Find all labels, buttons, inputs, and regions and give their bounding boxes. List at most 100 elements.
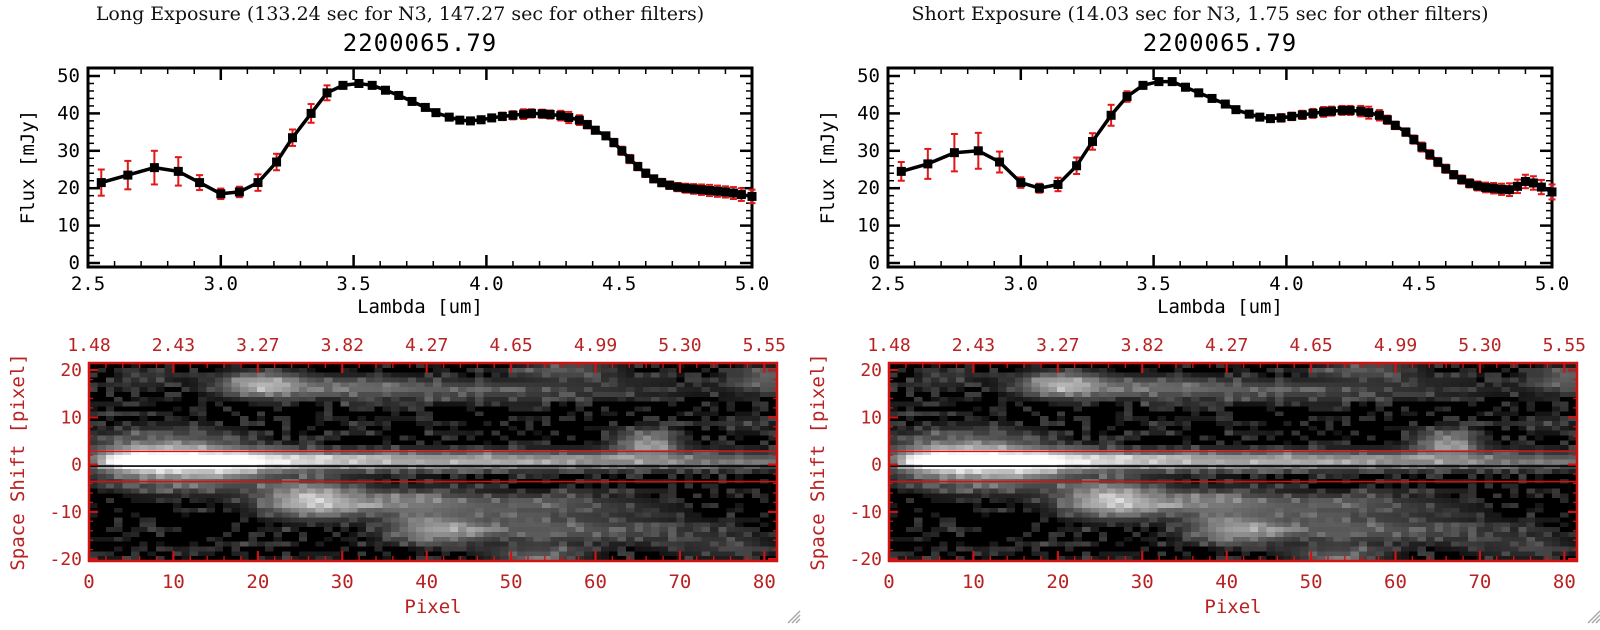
data-point-marker: [465, 116, 475, 126]
x-tick-label: 2.5: [871, 273, 905, 295]
axes-frame: [886, 66, 1554, 269]
data-point-marker: [1180, 82, 1190, 92]
image-frame: [887, 361, 1579, 563]
data-point-marker: [487, 113, 497, 123]
data-point-marker: [407, 96, 417, 106]
x-tick-label: 4.0: [1269, 273, 1303, 295]
pixel-tick-label: 60: [584, 571, 607, 593]
data-point-marker: [1207, 93, 1217, 103]
data-point-marker: [728, 188, 738, 198]
spectrum-group: 2.5 3.0 3.5 4.0 4.5 5.0 0 10 20 30 40 50: [857, 65, 1569, 295]
data-point-marker: [1308, 108, 1318, 118]
data-point-marker: [633, 162, 643, 172]
data-point-marker: [354, 78, 364, 88]
data-point-marker: [1244, 109, 1254, 119]
data-point-marker: [1536, 182, 1546, 192]
space-shift-tick-label: 20: [860, 360, 882, 381]
data-point-marker: [1425, 150, 1435, 160]
data-point-marker: [556, 111, 566, 121]
lambda-axis-label-short: Lambda [um]: [1157, 296, 1283, 318]
data-point-marker: [367, 80, 377, 90]
wavelength-tick-label: 5.30: [658, 335, 701, 356]
data-point-marker: [455, 115, 465, 125]
pixel-tick-label: 20: [1046, 571, 1069, 593]
data-point-marker: [1520, 176, 1530, 186]
wavelength-tick-label: 4.99: [1374, 335, 1417, 356]
data-point-marker: [1088, 136, 1098, 146]
data-point-marker: [380, 85, 390, 95]
y-tick-label: 50: [857, 65, 880, 87]
data-point-marker: [1106, 110, 1116, 120]
data-point-marker: [1512, 181, 1522, 191]
data-point-marker: [1034, 183, 1044, 193]
data-point-marker: [537, 109, 547, 119]
data-point-marker: [253, 178, 263, 188]
pixel-tick-label: 0: [83, 571, 94, 593]
resize-grip-icon[interactable]: [1586, 607, 1600, 625]
data-point-marker: [1417, 142, 1427, 152]
data-point-marker: [747, 191, 757, 201]
data-point-marker: [681, 183, 691, 193]
wavelength-tick-label: 4.27: [1205, 335, 1248, 356]
x-tick-label: 3.5: [1136, 273, 1170, 295]
space-shift-tick-label: 20: [60, 360, 82, 381]
data-point-marker: [1167, 77, 1177, 87]
x-tick-label: 5.0: [735, 273, 769, 295]
wavelength-tick-label: 2.43: [152, 335, 195, 356]
data-point-marker: [896, 166, 906, 176]
pixel-tick-label: 30: [1131, 571, 1154, 593]
pixel-tick-label: 60: [1384, 571, 1407, 593]
data-point-marker: [288, 133, 298, 143]
space-shift-axis-label-short: Space Shift [pixel]: [807, 353, 829, 571]
data-point-marker: [1374, 110, 1384, 120]
data-point-marker: [609, 138, 619, 148]
data-point-marker: [545, 110, 555, 120]
data-point-marker: [1433, 157, 1443, 167]
suptitle-short: Short Exposure (14.03 sec for N3, 1.75 s…: [911, 3, 1489, 25]
data-point-marker: [1345, 105, 1355, 115]
space-shift-tick-label: -10: [49, 502, 82, 523]
y-tick-label: 20: [57, 177, 80, 199]
pixel-tick-label: 80: [1553, 571, 1576, 593]
spectrum-plot-short: 2.5 3.0 3.5 4.0 4.5 5.0 0 10 20 30 40 50: [857, 65, 1569, 295]
data-point-marker: [508, 110, 518, 120]
x-tick-label: 3.0: [204, 273, 238, 295]
x-tick-label: 5.0: [1535, 273, 1569, 295]
x-tick-label: 3.5: [336, 273, 370, 295]
wavelength-tick-label: 3.27: [236, 335, 279, 356]
data-point-marker: [519, 109, 529, 119]
data-point-marker: [1528, 178, 1538, 188]
axes-frame: [86, 66, 754, 269]
pixel-tick-label: 50: [500, 571, 523, 593]
data-point-marker: [1154, 77, 1164, 87]
data-point-marker: [1255, 112, 1265, 122]
panel-short-exposure: Short Exposure (14.03 sec for N3, 1.75 s…: [800, 0, 1600, 630]
space-shift-tick-label: -20: [849, 549, 882, 570]
spectrum-group: 2.5 3.0 3.5 4.0 4.5 5.0 0 10 20 30 40 50: [57, 65, 769, 295]
data-point-marker: [1265, 114, 1275, 124]
data-point-marker: [420, 102, 430, 112]
resize-grip-icon[interactable]: [786, 607, 802, 625]
data-point-marker: [1473, 181, 1483, 191]
x-tick-label: 4.0: [469, 273, 503, 295]
space-shift-axis-label-long: Space Shift [pixel]: [7, 353, 29, 571]
data-point-marker: [923, 159, 933, 169]
data-point-marker: [216, 189, 226, 199]
data-point-marker: [476, 115, 486, 125]
data-point-marker: [697, 185, 707, 195]
plot-title-short: 2200065.79: [1142, 29, 1298, 57]
wavelength-tick-label: 3.82: [1121, 335, 1164, 356]
data-point-marker: [1547, 187, 1557, 197]
image-axes-group: 1.48 2.43 3.27 3.82 4.27 4.65 4.99 5.30 5.55 20 10…: [849, 335, 1586, 593]
data-point-marker: [1505, 185, 1515, 195]
data-point-marker: [1220, 99, 1230, 109]
data-point-marker: [497, 111, 507, 121]
data-point-marker: [1401, 127, 1411, 137]
data-point-marker: [1481, 182, 1491, 192]
pixel-axis-label-short: Pixel: [1204, 596, 1262, 618]
marker-group: [896, 77, 1557, 197]
data-point-marker: [590, 125, 600, 135]
space-shift-tick-label: 0: [71, 455, 82, 476]
lambda-axis-label-long: Lambda [um]: [357, 296, 483, 318]
